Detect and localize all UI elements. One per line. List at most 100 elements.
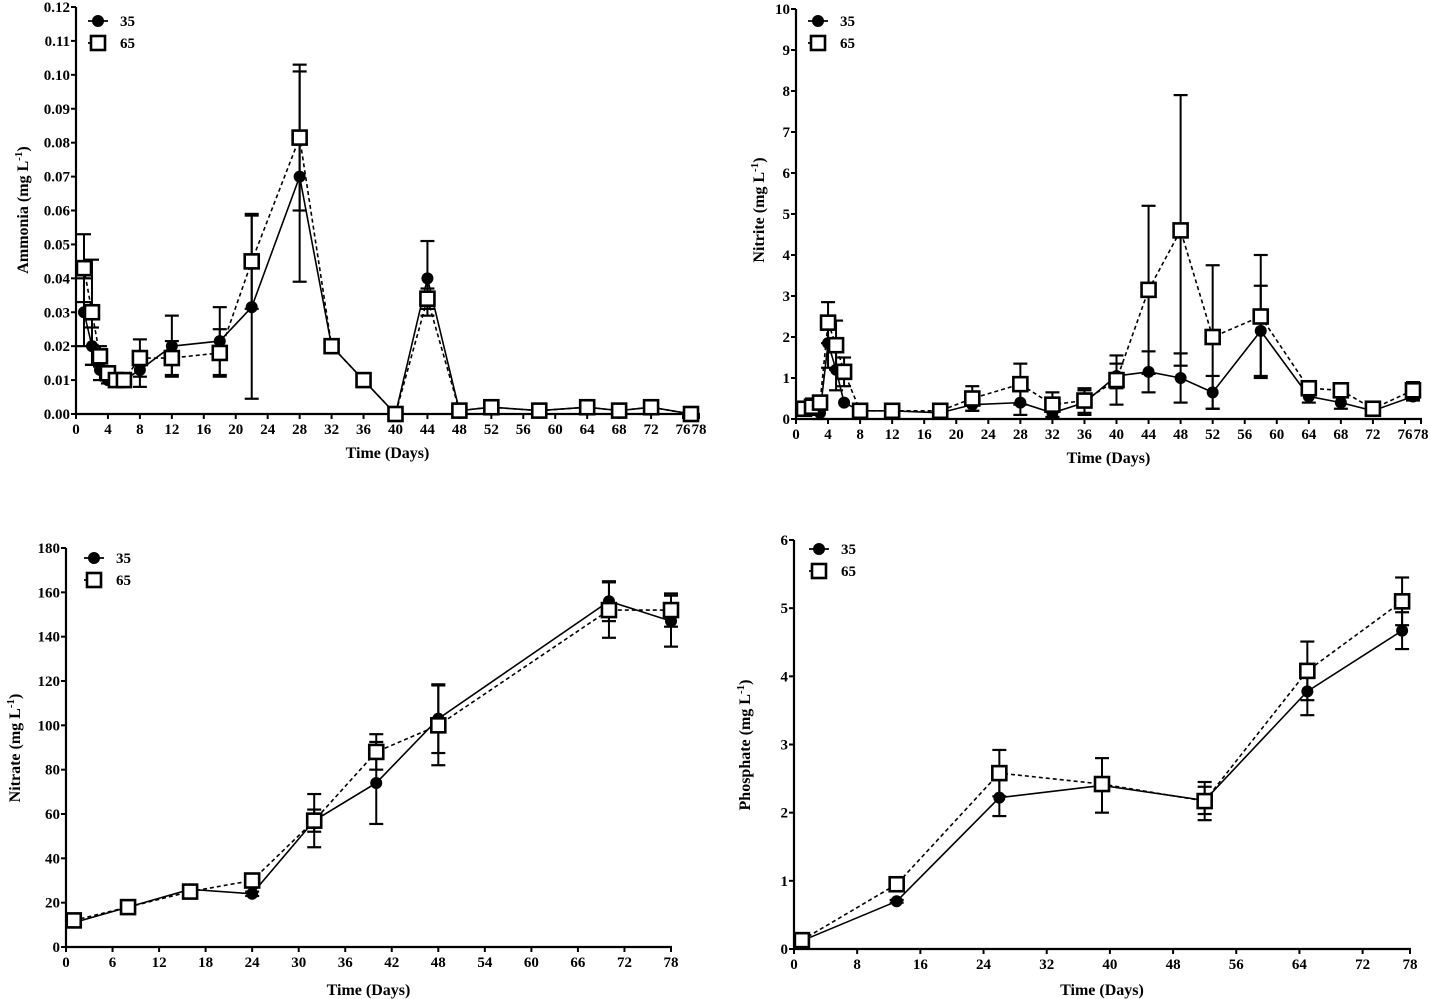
data-point-65 [367,743,385,761]
x-tick-label: 68 [1333,427,1348,443]
x-tick-label: 44 [1141,427,1157,443]
x-tick-label: 64 [1292,957,1308,973]
data-point-35 [838,396,851,409]
data-point-65 [991,764,1008,782]
data-point-65 [1196,792,1213,810]
y-tick-label: 0.02 [44,339,70,355]
x-tick-label: 60 [548,422,563,438]
series-65 [65,581,680,929]
x-tick-label: 52 [1205,427,1220,443]
x-tick-label: 60 [1269,427,1284,443]
x-tick-label: 36 [338,955,354,971]
data-point-65 [451,402,468,419]
data-point-35 [370,776,383,789]
series-line-65 [803,228,1414,412]
legend-item-35: 35 [809,542,856,558]
x-tick-label: 66 [570,955,586,971]
x-tick-label: 16 [913,957,929,973]
data-point-65 [835,363,853,381]
data-point-65 [1300,379,1318,397]
data-point-65 [131,349,149,367]
x-tick-label: 8 [856,427,864,443]
data-point-65 [430,717,447,734]
data-point-65 [1299,662,1316,680]
y-tick-label: 6 [783,166,791,182]
x-tick-label: 28 [292,422,307,438]
data-point-65 [243,253,261,270]
data-point-65 [931,402,949,420]
x-tick-label: 24 [245,955,261,971]
x-tick-label: 42 [384,955,399,971]
legend-label: 65 [120,36,135,52]
nitrate-chart: 0 6 12 18 24 30 36 42 48 54 60 66 72 78 0 20 40 60 80 100 12… [5,541,680,999]
x-tick-label: 16 [917,427,933,443]
x-tick-label: 48 [431,955,446,971]
legend-label: 35 [841,542,856,558]
x-tick-label: 20 [228,422,243,438]
y-tick-label: 0.11 [45,34,70,50]
series-line-35 [73,600,672,924]
x-tick-label: 4 [824,427,832,443]
x-tick-label: 0 [792,427,800,443]
x-tick-label: 0 [62,955,70,971]
data-point-65 [243,872,261,889]
x-tick-label: 8 [136,422,144,438]
x-tick-label: 0 [72,422,80,438]
y-tick-label: 40 [45,851,60,867]
y-tick-label: 0.08 [44,136,70,152]
legend-item-35: 35 [88,14,135,30]
y-tick-label: 2 [781,806,789,822]
data-point-65 [811,394,829,411]
x-tick-label: 24 [260,422,276,438]
data-point-35 [890,895,903,908]
y-tick-label: 120 [38,674,61,690]
x-tick-label: 40 [388,422,403,438]
data-point-65 [530,402,548,419]
legend-marker-65 [85,571,103,589]
data-point-65 [355,371,372,389]
data-point-65 [963,390,981,407]
data-point-35 [993,791,1006,804]
legend-marker-35 [92,15,104,27]
data-point-65 [483,398,500,416]
x-tick-label: 16 [196,422,212,438]
y-tick-label: 60 [45,807,60,823]
y-tick-label: 20 [45,896,60,912]
data-point-65 [827,336,845,354]
data-point-65 [323,337,340,355]
data-point-35 [1334,396,1347,409]
series-65 [75,63,700,423]
data-point-65 [1393,593,1411,610]
x-tick-label: 78 [692,422,707,438]
x-axis-title: Time (Days) [1060,982,1144,999]
y-tick-label: 0.09 [44,102,70,118]
y-tick-label: 0 [781,942,789,958]
legend-label: 65 [116,573,131,589]
legend-label: 35 [840,14,855,30]
y-tick-label: 0 [783,412,791,428]
x-tick-label: 32 [324,422,339,438]
y-tick-label: 3 [781,738,789,754]
y-axis-title: Phosphate (mg L-1) [735,680,754,811]
data-point-65 [1140,281,1157,299]
x-tick-label: 48 [1173,427,1188,443]
y-axis-title: Ammonia (mg L-1) [13,146,32,273]
x-tick-label: 52 [484,422,499,438]
x-tick-label: 60 [524,955,539,971]
x-tick-label: 48 [1166,957,1181,973]
x-tick-label: 72 [644,422,659,438]
series-line-35 [803,329,1414,415]
x-tick-label: 28 [1013,427,1028,443]
series-35 [797,284,1420,421]
legend-label: 65 [841,564,856,580]
data-point-65 [600,601,618,619]
y-tick-label: 0.03 [44,305,70,321]
y-tick-label: 0.10 [44,68,70,84]
y-tick-label: 2 [783,330,791,346]
data-point-65 [1044,396,1061,413]
legend-item-65: 65 [809,562,856,580]
